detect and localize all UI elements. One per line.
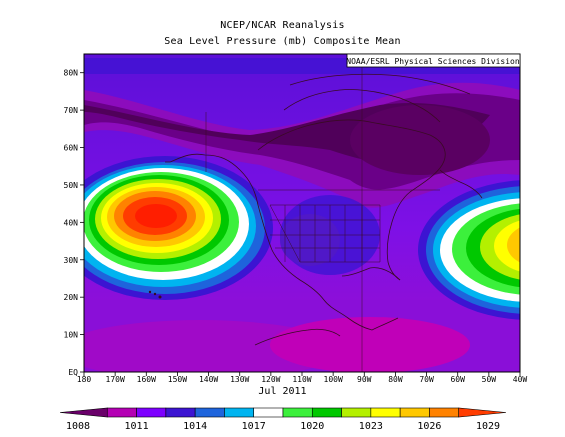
date-label: Jul 2011 bbox=[258, 386, 307, 397]
colorbar-swatch bbox=[253, 407, 284, 418]
colorbar-arrow-high bbox=[458, 407, 507, 418]
lon-tick-label: 170W bbox=[106, 375, 125, 384]
lat-tick-label: EQ bbox=[68, 368, 78, 377]
colorbar-swatch bbox=[429, 407, 460, 418]
colorbar-label: 1008 bbox=[66, 421, 90, 432]
lon-tick-label: 160W bbox=[137, 375, 156, 384]
lon-tick-label: 120W bbox=[261, 375, 280, 384]
lon-tick-label: 90W bbox=[357, 375, 372, 384]
colorbar-swatch bbox=[194, 407, 225, 418]
credit-text: NOAA/ESRL Physical Sciences Division bbox=[346, 57, 520, 66]
lon-tick-label: 40W bbox=[513, 375, 528, 384]
longitude-axis: 180 170W 160W 150W 140W 130W 120W 110W 100W 90W 80… bbox=[77, 372, 528, 384]
lat-tick-label: 70N bbox=[64, 106, 79, 115]
lon-tick-label: 180 bbox=[77, 375, 92, 384]
lon-tick-label: 60W bbox=[450, 375, 465, 384]
north-pacific-high bbox=[84, 156, 273, 300]
colorbar bbox=[59, 407, 507, 418]
credit-box: NOAA/ESRL Physical Sciences Division bbox=[346, 53, 521, 68]
colorbar-label: 1026 bbox=[417, 421, 441, 432]
lat-tick-label: 40N bbox=[64, 218, 79, 227]
bermuda-azores-high bbox=[418, 180, 520, 320]
lon-tick-label: 150W bbox=[168, 375, 187, 384]
colorbar-label: 1023 bbox=[359, 421, 383, 432]
colorbar-swatch bbox=[165, 407, 196, 418]
lat-tick-label: 50N bbox=[64, 181, 79, 190]
colorbar-label: 1017 bbox=[242, 421, 266, 432]
lat-tick-label: 30N bbox=[64, 256, 79, 265]
colorbar-swatch bbox=[341, 407, 372, 418]
colorbar-swatch bbox=[311, 407, 342, 418]
coastlines bbox=[165, 73, 483, 346]
lon-tick-label: 50W bbox=[482, 375, 497, 384]
colorbar-label: 1029 bbox=[476, 421, 500, 432]
colorbar-swatch bbox=[399, 407, 430, 418]
colorbar-swatch bbox=[106, 407, 137, 418]
colorbar-label: 1014 bbox=[183, 421, 207, 432]
hawaiian-islands bbox=[148, 290, 162, 299]
lon-tick-label: 70W bbox=[419, 375, 434, 384]
lat-tick-label: 80N bbox=[64, 69, 79, 78]
map-subtitle: Sea Level Pressure (mb) Composite Mean bbox=[164, 36, 401, 47]
lat-tick-label: 10N bbox=[64, 331, 79, 340]
colorbar-swatch bbox=[370, 407, 401, 418]
colorbar-arrow-low bbox=[59, 407, 108, 418]
colorbar-labels: 1008 1011 1014 1017 1020 1023 1026 1029 bbox=[66, 421, 500, 432]
colorbar-label: 1020 bbox=[300, 421, 324, 432]
colorbar-label: 1011 bbox=[125, 421, 149, 432]
lon-tick-label: 140W bbox=[199, 375, 218, 384]
lon-tick-label: 80W bbox=[388, 375, 403, 384]
map-title: NCEP/NCAR Reanalysis bbox=[220, 20, 345, 31]
colorbar-swatch bbox=[282, 407, 313, 418]
lat-tick-label: 60N bbox=[64, 144, 79, 153]
lon-tick-label: 130W bbox=[230, 375, 249, 384]
colorbar-swatch bbox=[136, 407, 167, 418]
lon-tick-label: 110W bbox=[292, 375, 311, 384]
lon-tick-label: 100W bbox=[324, 375, 343, 384]
latitude-axis: EQ 10N 20N 30N 40N 50N 60N 70N 80N bbox=[64, 69, 84, 377]
political-boundaries bbox=[205, 54, 440, 372]
pressure-field bbox=[84, 54, 520, 372]
lat-tick-label: 20N bbox=[64, 293, 79, 302]
colorbar-swatch bbox=[224, 407, 255, 418]
